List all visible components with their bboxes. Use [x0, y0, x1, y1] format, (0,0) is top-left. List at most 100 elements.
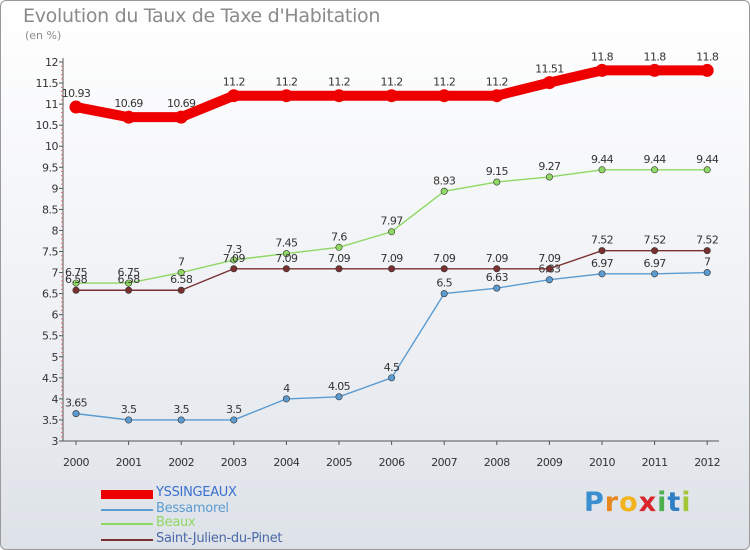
- x-tick-label: 2012: [694, 456, 720, 469]
- y-tick-label: 3: [52, 435, 59, 448]
- data-point: [125, 279, 133, 287]
- chart-title: Evolution du Taux de Taxe d'Habitation: [23, 5, 381, 27]
- data-point: [125, 286, 133, 294]
- data-label: 6.5: [436, 277, 452, 290]
- data-label: 11.2: [223, 76, 245, 89]
- data-label: 10.69: [114, 97, 143, 110]
- data-label: 11.51: [535, 63, 564, 76]
- data-label: 11.2: [486, 76, 508, 89]
- data-label: 4.5: [384, 361, 400, 374]
- data-point: [385, 89, 399, 103]
- legend-label: YSSINGEAUX: [156, 485, 237, 500]
- data-label: 6.58: [118, 273, 141, 286]
- data-point: [651, 247, 659, 255]
- data-point: [648, 63, 662, 77]
- data-label: 7.09: [275, 252, 298, 265]
- data-point: [545, 276, 553, 284]
- data-point: [651, 166, 659, 174]
- y-tick-label: 6: [52, 309, 59, 322]
- data-point: [282, 250, 290, 258]
- data-point: [72, 410, 80, 418]
- data-point: [335, 265, 343, 273]
- logo-letter: i: [681, 487, 692, 518]
- y-tick-label: 7: [52, 267, 59, 280]
- data-point: [282, 265, 290, 273]
- y-tick-label: 6.5: [42, 288, 58, 301]
- data-point: [545, 265, 553, 273]
- data-point: [230, 256, 238, 264]
- data-point: [177, 416, 185, 424]
- y-tick-label: 11.5: [36, 77, 59, 90]
- y-tick-label: 4: [52, 393, 59, 406]
- data-label: 7.3: [226, 243, 242, 256]
- data-label: 11.8: [644, 50, 667, 63]
- data-point: [174, 110, 188, 124]
- x-tick-label: 2003: [221, 456, 247, 469]
- y-tick-label: 9.5: [42, 161, 58, 174]
- data-point: [332, 89, 346, 103]
- y-tick-label: 4.5: [42, 372, 58, 385]
- data-point: [440, 265, 448, 273]
- y-tick-label: 8.5: [42, 203, 58, 216]
- y-tick-label: 5: [52, 351, 59, 364]
- legend-label: Saint-Julien-du-Pinet: [156, 531, 283, 546]
- data-label: 6.58: [170, 273, 193, 286]
- logo-letter: r: [604, 487, 620, 518]
- y-tick-label: 8: [52, 224, 59, 237]
- y-tick-label: 10.5: [36, 119, 59, 132]
- data-point: [388, 265, 396, 273]
- logo-letter: x: [638, 487, 658, 518]
- proxiti-logo: Proxiti: [584, 487, 692, 518]
- legend-label: Beaux: [156, 515, 196, 530]
- data-label: 9.44: [696, 153, 719, 166]
- x-tick-label: 2004: [273, 456, 299, 469]
- data-label: 7.09: [538, 252, 561, 265]
- data-label: 11.2: [381, 76, 403, 89]
- data-label: 11.8: [696, 50, 719, 63]
- x-tick-label: 2011: [642, 456, 668, 469]
- data-point: [440, 290, 448, 298]
- data-point: [598, 247, 606, 255]
- data-label: 9.15: [486, 165, 509, 178]
- data-label: 9.27: [538, 160, 561, 173]
- x-tick-label: 2006: [379, 456, 405, 469]
- data-label: 7.52: [591, 234, 613, 247]
- data-point: [227, 89, 241, 103]
- legend-swatch: [101, 509, 153, 511]
- data-label: 7.97: [381, 215, 404, 228]
- y-tick-label: 12: [45, 56, 58, 69]
- logo-letter: t: [667, 487, 682, 518]
- data-point: [388, 228, 396, 236]
- data-point: [493, 284, 501, 292]
- y-unit-label: (en %): [25, 29, 62, 42]
- data-label: 9.44: [591, 153, 614, 166]
- data-label: 6.75: [118, 266, 141, 279]
- data-point: [493, 265, 501, 273]
- y-tick-label: 10: [45, 140, 58, 153]
- y-tick-label: 5.5: [42, 330, 58, 343]
- x-tick-label: 2009: [536, 456, 562, 469]
- data-point: [700, 63, 714, 77]
- data-label: 6.75: [65, 266, 88, 279]
- series-line-bessamorel: [75, 271, 708, 421]
- legend-swatch: [101, 539, 153, 541]
- logo-letter: o: [619, 487, 639, 518]
- data-label: 4.05: [328, 380, 351, 393]
- data-point: [335, 393, 343, 401]
- x-tick-label: 2010: [589, 456, 615, 469]
- data-point: [595, 63, 609, 77]
- y-tick-label: 3.5: [42, 414, 58, 427]
- data-label: 7.09: [328, 252, 351, 265]
- data-label: 6.63: [486, 271, 509, 284]
- data-point: [542, 76, 556, 90]
- data-point: [72, 286, 80, 294]
- data-label: 11.8: [591, 50, 614, 63]
- data-label: 7.45: [275, 237, 298, 250]
- data-label: 7: [178, 256, 185, 269]
- data-label: 6.97: [644, 257, 667, 270]
- data-point: [598, 270, 606, 278]
- data-label: 7: [704, 256, 711, 269]
- data-label: 7.6: [331, 230, 347, 243]
